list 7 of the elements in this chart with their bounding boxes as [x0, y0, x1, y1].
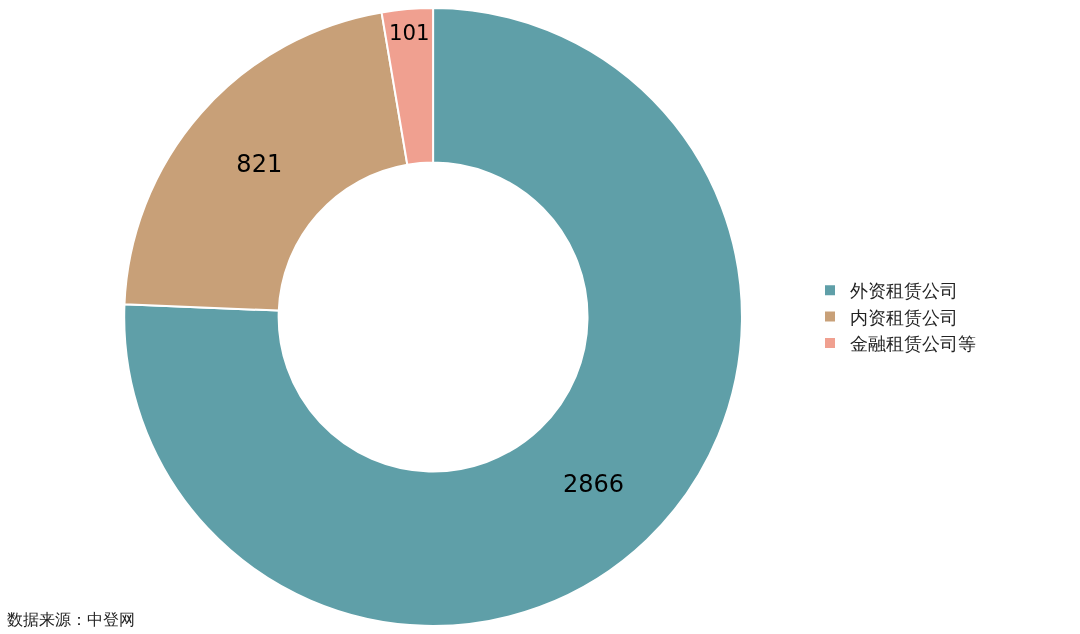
legend-label: 外资租赁公司: [850, 280, 958, 302]
data-label: 101: [388, 20, 430, 46]
data-label: 821: [236, 149, 283, 178]
legend-label: 金融租赁公司等: [850, 333, 976, 355]
source-note: 数据来源：中登网: [7, 610, 135, 629]
data-label: 2866: [562, 470, 624, 499]
legend-label: 内资租赁公司: [850, 306, 958, 328]
